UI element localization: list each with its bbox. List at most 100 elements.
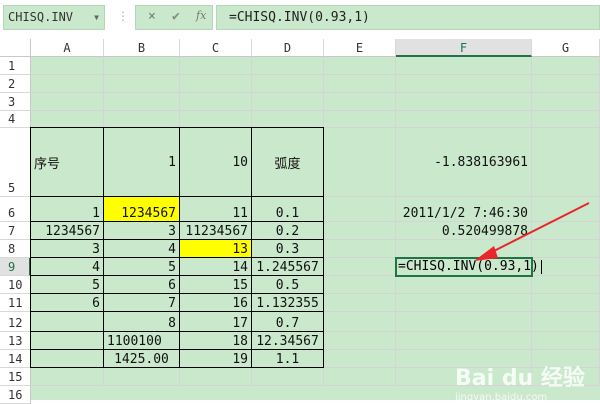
select-all-corner[interactable] — [0, 39, 31, 57]
cell-C13[interactable]: 18 — [179, 331, 252, 350]
cell-C4[interactable] — [180, 111, 252, 128]
cell-F1[interactable] — [396, 57, 532, 75]
cell-F14[interactable] — [396, 350, 532, 368]
cell-G11[interactable] — [532, 294, 600, 312]
column-header-E[interactable]: E — [324, 39, 396, 57]
column-header-A[interactable]: A — [31, 39, 104, 57]
chevron-down-icon[interactable]: ▼ — [94, 13, 99, 22]
formula-bar[interactable]: =CHISQ.INV(0.93,1) — [216, 5, 600, 30]
cell-A8[interactable]: 3 — [30, 239, 104, 258]
cell-E12[interactable] — [324, 312, 396, 332]
cell-B12[interactable]: 8 — [103, 311, 180, 332]
row-header-9[interactable]: 9 — [0, 258, 31, 276]
cell-E2[interactable] — [324, 75, 396, 93]
cell-E4[interactable] — [324, 111, 396, 128]
cell-B14[interactable]: 1425.00 — [103, 349, 180, 368]
row-header-1[interactable]: 1 — [0, 57, 31, 75]
cell-B4[interactable] — [104, 111, 180, 128]
column-header-C[interactable]: C — [180, 39, 252, 57]
row-header-12[interactable]: 12 — [0, 312, 31, 332]
cell-G2[interactable] — [532, 75, 600, 93]
cell-E9[interactable] — [324, 258, 396, 276]
cell-D10[interactable]: 0.5 — [251, 275, 324, 294]
cell-C6[interactable]: 11 — [179, 196, 252, 222]
column-header-B[interactable]: B — [104, 39, 180, 57]
row-header-15[interactable]: 15 — [0, 368, 31, 386]
cell-E13[interactable] — [324, 332, 396, 350]
cell-E1[interactable] — [324, 57, 396, 75]
row-header-6[interactable]: 6 — [0, 197, 31, 222]
cell-D5[interactable]: 弧度 — [251, 127, 324, 197]
cell-D3[interactable] — [252, 93, 324, 111]
cell-F11[interactable] — [396, 294, 532, 312]
row-header-14[interactable]: 14 — [0, 350, 31, 368]
cell-D6[interactable]: 0.1 — [251, 196, 324, 222]
cell-G8[interactable] — [532, 240, 600, 258]
cell-D14[interactable]: 1.1 — [251, 349, 324, 368]
cell-C10[interactable]: 15 — [179, 275, 252, 294]
cell-A9[interactable]: 4 — [30, 257, 104, 276]
active-cell-F9[interactable]: =CHISQ.INV(0.93,1) — [395, 257, 542, 277]
cell-C5[interactable]: 10 — [179, 127, 252, 197]
cell-E14[interactable] — [324, 350, 396, 368]
cancel-icon[interactable]: × — [148, 9, 156, 24]
cell-D9[interactable]: 1.245567 — [251, 257, 324, 276]
row-header-2[interactable]: 2 — [0, 75, 31, 93]
name-box[interactable]: CHISQ.INV ▼ — [3, 5, 105, 30]
cell-F8[interactable] — [396, 240, 532, 258]
cell-E10[interactable] — [324, 276, 396, 294]
cell-F10[interactable] — [396, 276, 532, 294]
cell-E7[interactable] — [324, 222, 396, 240]
cell-G4[interactable] — [532, 111, 600, 128]
row-header-3[interactable]: 3 — [0, 93, 31, 111]
cell-F7[interactable]: 0.520499878 — [396, 222, 532, 240]
cell-D12[interactable]: 0.7 — [251, 311, 324, 332]
cell-G9[interactable] — [532, 258, 600, 276]
cell-B13[interactable]: 1100100 — [103, 331, 180, 350]
cell-E3[interactable] — [324, 93, 396, 111]
cell-C11[interactable]: 16 — [179, 293, 252, 312]
column-header-D[interactable]: D — [252, 39, 324, 57]
cell-D1[interactable] — [252, 57, 324, 75]
row-header-7[interactable]: 7 — [0, 222, 31, 240]
row-header-5[interactable]: 5 — [0, 128, 31, 197]
cell-A11[interactable]: 6 — [30, 293, 104, 312]
cell-F4[interactable] — [396, 111, 532, 128]
cell-A15[interactable] — [31, 368, 104, 386]
cell-G13[interactable] — [532, 332, 600, 350]
cell-B8[interactable]: 4 — [103, 239, 180, 258]
cell-C9[interactable]: 14 — [179, 257, 252, 276]
cell-G3[interactable] — [532, 93, 600, 111]
cell-D7[interactable]: 0.2 — [251, 221, 324, 240]
cell-D11[interactable]: 1.132355 — [251, 293, 324, 312]
cell-F6[interactable]: 2011/1/2 7:46:30 — [396, 197, 532, 222]
row-header-10[interactable]: 10 — [0, 276, 31, 294]
cell-A10[interactable]: 5 — [30, 275, 104, 294]
cell-C15[interactable] — [180, 368, 252, 386]
cell-G12[interactable] — [532, 312, 600, 332]
cell-B15[interactable] — [104, 368, 180, 386]
cell-A3[interactable] — [31, 93, 104, 111]
cell-C7[interactable]: 11234567 — [179, 221, 252, 240]
cell-B2[interactable] — [104, 75, 180, 93]
column-header-G[interactable]: G — [532, 39, 600, 57]
row-header-4[interactable]: 4 — [0, 111, 31, 128]
cell-E8[interactable] — [324, 240, 396, 258]
cell-G1[interactable] — [532, 57, 600, 75]
row-header-8[interactable]: 8 — [0, 240, 31, 258]
check-icon[interactable]: ✔ — [172, 9, 180, 24]
cell-C14[interactable]: 19 — [179, 349, 252, 368]
cell-C8[interactable]: 13 — [179, 239, 252, 258]
cell-A12[interactable] — [30, 311, 104, 332]
cell-B9[interactable]: 5 — [103, 257, 180, 276]
cell-A6[interactable]: 1 — [30, 196, 104, 222]
cell-E5[interactable] — [324, 128, 396, 197]
cell-B6[interactable]: 1234567 — [103, 196, 180, 222]
cell-A5[interactable]: 序号 — [30, 127, 104, 197]
cell-E15[interactable] — [324, 368, 396, 386]
cell-C1[interactable] — [180, 57, 252, 75]
cell-A14[interactable] — [30, 349, 104, 368]
cell-F13[interactable] — [396, 332, 532, 350]
cell-F12[interactable] — [396, 312, 532, 332]
cell-D13[interactable]: 12.34567 — [251, 331, 324, 350]
